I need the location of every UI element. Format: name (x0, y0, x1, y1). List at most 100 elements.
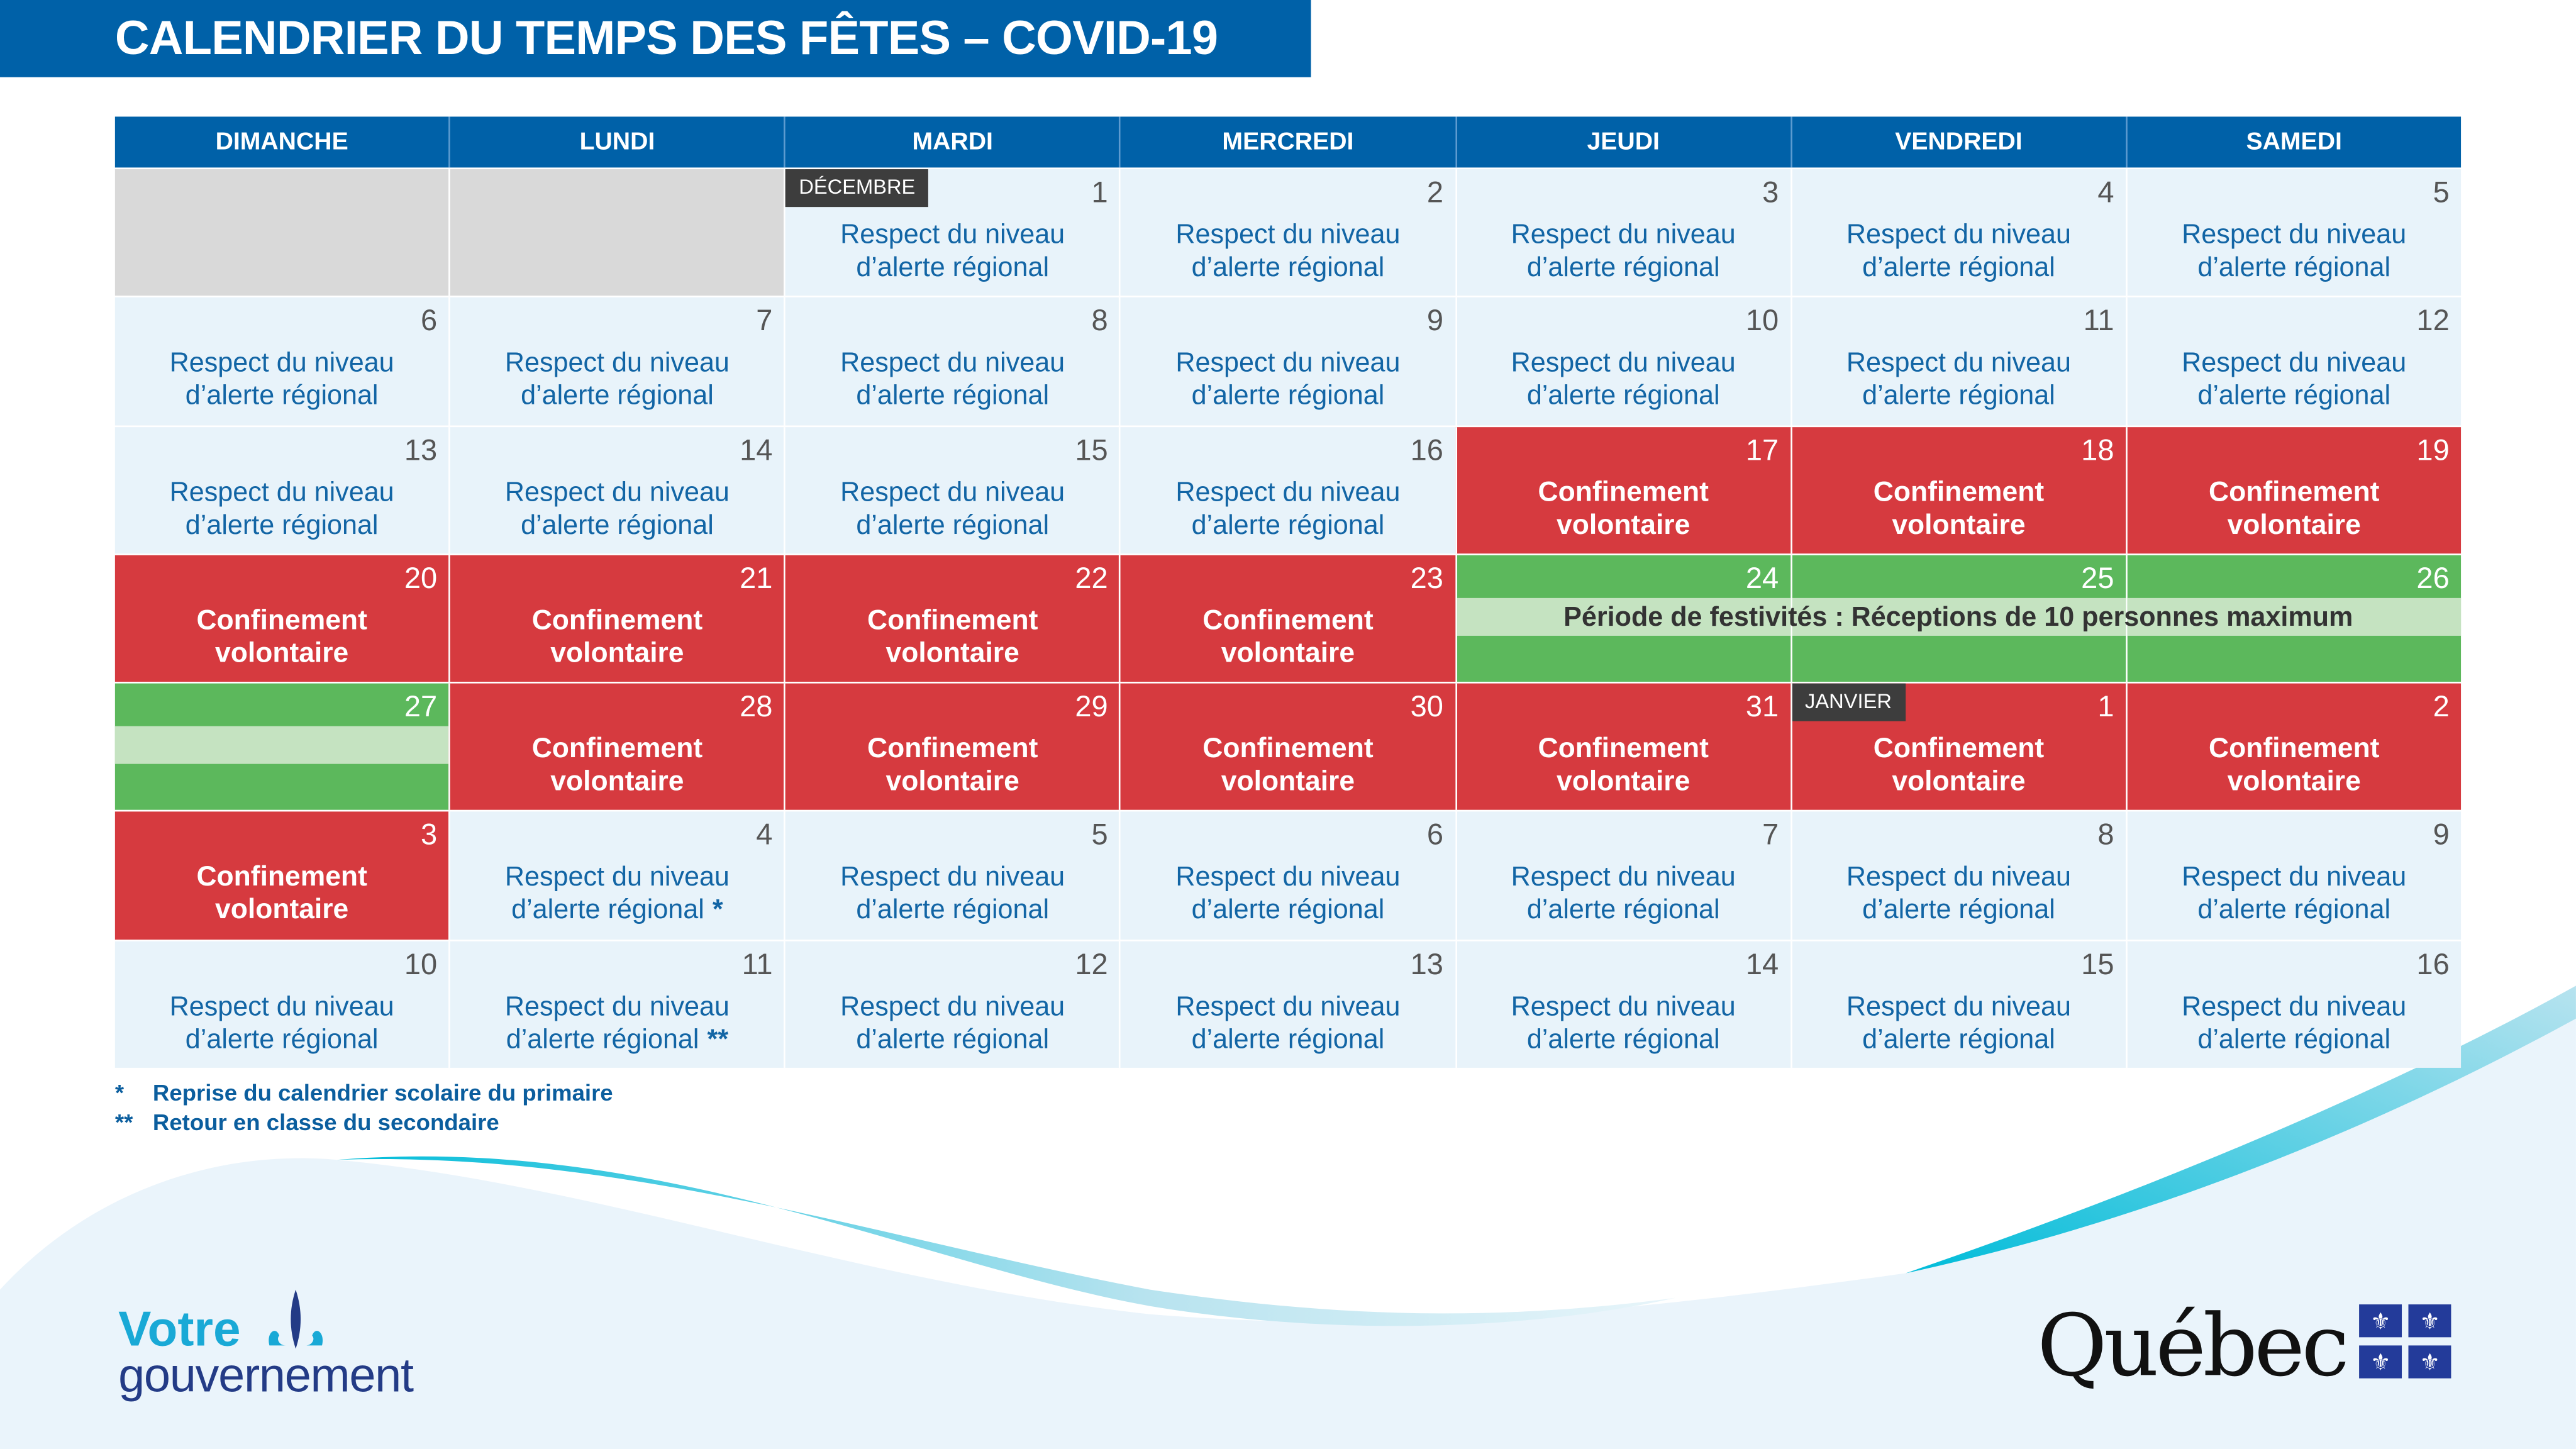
day-status-label: Respect du niveau d’alerte régional (1457, 862, 1790, 927)
status-line: d’alerte régional (115, 380, 449, 413)
status-line: d’alerte régional (1457, 380, 1790, 413)
day-status-label: Respect du niveau d’alerte régional (786, 862, 1119, 927)
day-cell-respect: 7 Respect du niveau d’alerte régional (448, 297, 784, 425)
month-badge: DÉCEMBRE (786, 169, 929, 208)
footnote-text: Reprise du calendrier scolaire du primai… (152, 1079, 613, 1106)
day-number: 4 (2097, 175, 2114, 209)
day-cell-conf: 18 Confinement volontaire (1790, 426, 2126, 554)
day-status-label: Respect du niveau d’alerte régional (1792, 218, 2126, 284)
status-line: d’alerte régional (1792, 252, 2126, 284)
status-line: Confinement (1873, 475, 2045, 508)
calendar-week: 13 Respect du niveau d’alerte régional 14 Re… (114, 425, 2462, 554)
day-number: 13 (1410, 947, 1443, 980)
status-line-text: d’alerte régional (185, 510, 379, 540)
status-line: d’alerte régional (786, 509, 1119, 541)
status-line: Respect du niveau (169, 348, 394, 379)
day-cell-respect: 14 Respect du niveau d’alerte régional (448, 426, 784, 554)
status-line: Respect du niveau (840, 992, 1065, 1022)
status-line: d’alerte régional (1121, 380, 1455, 413)
weekday-header-cell: DIMANCHE (215, 128, 348, 157)
day-status-label: Confinement volontaire (115, 604, 449, 670)
day-number: 20 (404, 562, 438, 595)
day-cell-respect: 12 Respect du niveau d’alerte régional (2125, 297, 2462, 425)
month-badge: JANVIER (1792, 684, 1905, 722)
day-number: 26 (2416, 562, 2450, 595)
day-cell-conf: 19 Confinement volontaire (2125, 426, 2462, 554)
status-line-text: d’alerte régional (856, 381, 1050, 411)
status-line: d’alerte régional (1121, 894, 1455, 927)
quebec-logo: Québec ⚜ ⚜ ⚜ ⚜ (2037, 1298, 2451, 1396)
day-status-label: Confinement volontaire (1121, 604, 1455, 670)
status-line: Respect du niveau (504, 477, 730, 508)
status-line: d’alerte régional (786, 1023, 1119, 1056)
day-status-label: Respect du niveau d’alerte régional (2127, 347, 2461, 413)
day-status-label: Respect du niveau d’alerte régional (2127, 862, 2461, 927)
day-status-label: Confinement volontaire (786, 733, 1119, 799)
day-cell-conf: JANVIER 1 Confinement volontaire (1790, 684, 2126, 811)
day-number: 5 (1091, 819, 1108, 852)
status-line-text: d’alerte régional (1526, 253, 1720, 283)
status-line: Respect du niveau (169, 477, 394, 508)
day-status-label: Respect du niveau d’alerte régional (450, 347, 784, 413)
day-number: 11 (2083, 304, 2114, 338)
status-line-text: d’alerte régional (1526, 896, 1720, 926)
day-status-label: Respect du niveau d’alerte régional (1121, 991, 1455, 1056)
day-number: 21 (740, 562, 773, 595)
day-number: 17 (1745, 433, 1779, 466)
day-cell-respect: 15 Respect du niveau d’alerte régional (1790, 941, 2126, 1069)
status-line: Respect du niveau (1846, 220, 2071, 250)
day-number: 13 (404, 433, 438, 466)
day-status-label: Confinement volontaire (786, 604, 1119, 670)
status-line: volontaire (450, 637, 784, 670)
day-number: 27 (404, 690, 438, 723)
fleur-de-lis-icon: ⚜ (2359, 1345, 2402, 1378)
day-number: 8 (1091, 304, 1108, 338)
day-number: 11 (741, 947, 773, 980)
status-line: d’alerte régional (2127, 380, 2461, 413)
day-status-label: Confinement volontaire (1457, 475, 1790, 541)
day-status-label: Respect du niveau d’alerte régional (786, 347, 1119, 413)
status-line: volontaire (450, 766, 784, 799)
status-line: Confinement (1202, 733, 1374, 765)
day-number: 28 (740, 690, 773, 723)
status-line-text: d’alerte régional (1526, 1024, 1720, 1055)
status-line: Respect du niveau (2182, 348, 2407, 379)
day-number: 31 (1745, 690, 1779, 723)
status-line: Respect du niveau (1511, 863, 1736, 893)
day-cell-respect: DÉCEMBRE 1 Respect du niveau d’alerte régio… (784, 169, 1120, 296)
status-line: Respect du niveau (1175, 477, 1401, 508)
day-number: 7 (756, 304, 773, 338)
day-status-label: Respect du niveau d’alerte régional (1792, 991, 2126, 1056)
day-cell-respect: 10 Respect du niveau d’alerte régional (1455, 297, 1790, 425)
day-number: 3 (1762, 175, 1779, 209)
weekday-header-cell: SAMEDI (2125, 116, 2461, 168)
day-status-label: Respect du niveau d’alerte régional * (450, 862, 784, 927)
day-cell-respect: 3 Respect du niveau d’alerte régional (1455, 169, 1790, 296)
status-line-text: d’alerte régional (856, 510, 1050, 540)
day-status-label: Respect du niveau d’alerte régional (1457, 347, 1790, 413)
status-line: Respect du niveau (1846, 863, 2071, 893)
day-status-label: Respect du niveau d’alerte régional (450, 475, 784, 541)
day-cell-conf: 20 Confinement volontaire (114, 555, 449, 682)
calendar-week: 27 28 Confinement volontaire 29 Confinement vo… (114, 682, 2462, 811)
status-line-text: volontaire (215, 894, 349, 926)
status-line: d’alerte régional (1121, 252, 1455, 284)
status-line: Confinement (1538, 733, 1709, 765)
day-cell-fest: 25 (1790, 555, 2126, 682)
day-cell-respect: 4 Respect du niveau d’alerte régional * (448, 812, 784, 940)
footnote-marker: * (712, 896, 723, 926)
day-status-label: Respect du niveau d’alerte régional (1121, 475, 1455, 541)
status-line: d’alerte régional (2127, 252, 2461, 284)
footnote-text: Retour en classe du secondaire (152, 1109, 499, 1136)
status-line: Confinement (2209, 733, 2380, 765)
day-number: 19 (2416, 433, 2450, 466)
status-line: Respect du niveau (1511, 992, 1736, 1022)
weekday-header-cell: JEUDI (1455, 116, 1790, 168)
day-cell-conf: 3 Confinement volontaire (114, 812, 449, 940)
day-cell-respect: 8 Respect du niveau d’alerte régional (1790, 812, 2126, 940)
status-line: d’alerte régional (1792, 894, 2126, 927)
status-line: Respect du niveau (840, 477, 1065, 508)
status-line: d’alerte régional (1457, 1023, 1790, 1056)
day-status-label: Confinement volontaire (450, 604, 784, 670)
day-number: 10 (1745, 304, 1779, 338)
